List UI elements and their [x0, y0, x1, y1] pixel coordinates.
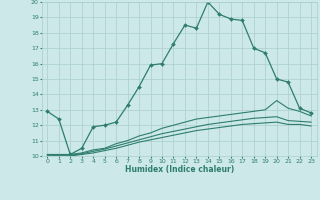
X-axis label: Humidex (Indice chaleur): Humidex (Indice chaleur)	[124, 165, 234, 174]
